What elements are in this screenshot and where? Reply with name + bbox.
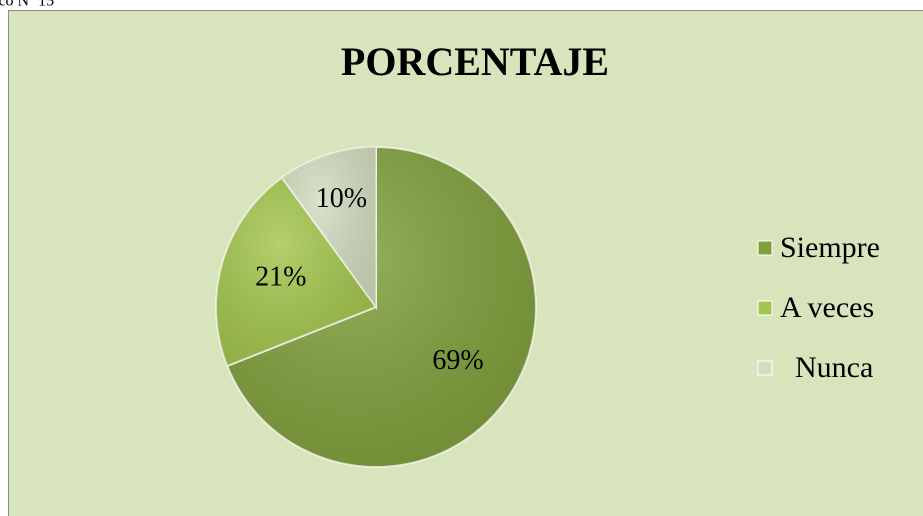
chart-title: PORCENTAJE <box>341 39 609 84</box>
slice-shade <box>216 177 376 366</box>
data-label: 69% <box>432 345 483 376</box>
slice-shade <box>281 147 376 307</box>
data-label: 21% <box>255 262 306 293</box>
legend-swatch <box>757 240 773 256</box>
data-label: 10% <box>316 183 367 214</box>
legend-label: Nunca <box>795 351 873 384</box>
legend-swatch <box>757 360 773 376</box>
legend-label: A veces <box>780 291 874 324</box>
legend-swatch <box>757 300 773 316</box>
legend-label: Siempre <box>780 231 880 264</box>
caption: ico Nº 15 <box>0 0 54 10</box>
slice-shade <box>227 147 537 468</box>
